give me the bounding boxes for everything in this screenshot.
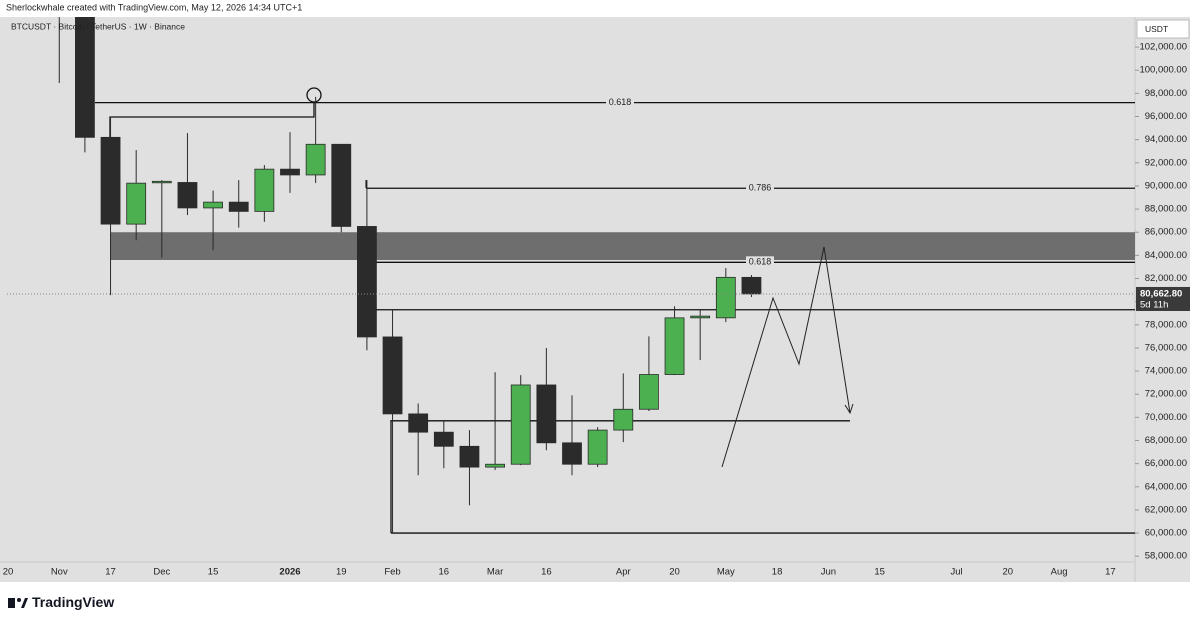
candle-body	[690, 315, 711, 319]
currency-box	[1136, 19, 1190, 39]
x-tick-label: 15	[874, 567, 885, 578]
zone	[110, 232, 1135, 260]
y-tick-label: 84,000.00	[1145, 250, 1187, 261]
y-tick-label: 72,000.00	[1145, 389, 1187, 400]
y-tick-label: 88,000.00	[1145, 204, 1187, 215]
candle-body	[562, 442, 582, 465]
y-tick-label: 74,000.00	[1145, 366, 1187, 377]
y-tick-label: 102,000.00	[1139, 42, 1187, 53]
x-tick-label: 20	[1003, 567, 1014, 578]
fib-label-bg	[606, 96, 634, 109]
y-tick-label: 98,000.00	[1145, 88, 1187, 99]
logo-mark	[21, 598, 28, 608]
x-tick-label: 17	[1105, 567, 1116, 578]
candle-body	[382, 336, 403, 415]
x-tick-label: Nov	[51, 567, 68, 578]
marker-circle	[306, 87, 322, 103]
candle-body	[587, 429, 608, 465]
y-tick-label: 58,000.00	[1145, 551, 1187, 562]
candle-body	[151, 180, 172, 184]
x-tick-label: Apr	[616, 567, 631, 578]
candle-body	[203, 201, 223, 209]
x-tick-label: 19	[336, 567, 347, 578]
candle-body	[177, 182, 198, 209]
x-tick-label: 16	[439, 567, 450, 578]
countdown: 5d 11h	[1140, 299, 1168, 310]
candle-body	[510, 384, 531, 465]
x-tick-label: May	[717, 567, 735, 578]
candle-body	[639, 374, 659, 410]
candle-body	[715, 276, 736, 319]
x-tick-label: 20	[3, 567, 14, 578]
candle-body	[126, 182, 147, 225]
x-tick-label: Aug	[1051, 567, 1068, 578]
x-tick-label: 17	[105, 567, 116, 578]
y-tick-label: 100,000.00	[1139, 65, 1187, 76]
price-tag-label: 80,662.80	[1140, 288, 1182, 299]
x-tick-label: 15	[208, 567, 219, 578]
fib-label-bg	[746, 182, 774, 195]
brand: TradingView	[32, 594, 114, 610]
symbol: BTCUSDT · Bitcoin / TetherUS · 1W · Bina…	[11, 21, 185, 31]
x-tick-label: Feb	[384, 567, 400, 578]
y-tick-label: 82,000.00	[1145, 273, 1187, 284]
header: Sherlockwhale created with TradingView.c…	[6, 2, 302, 12]
y-tick-label: 86,000.00	[1145, 227, 1187, 238]
x-tick-label: Jun	[821, 567, 836, 578]
candle-body	[741, 276, 762, 295]
fib-label-bg	[746, 256, 774, 269]
axes: 58,000.00 60,000.00 62,000.00 64,000.00 66,0…	[3, 42, 1190, 578]
forecast-path	[721, 246, 851, 468]
logo-mark	[8, 598, 15, 608]
price-tag	[1136, 286, 1190, 311]
x-tick-label: Dec	[153, 567, 170, 578]
logo-mark	[17, 598, 21, 602]
chart-background	[0, 17, 1190, 582]
forecast-arrow	[844, 403, 854, 415]
logo: TradingView	[8, 594, 114, 610]
candle-body	[408, 413, 429, 433]
currency: USDT	[1145, 24, 1168, 34]
y-tick-label: 62,000.00	[1145, 504, 1187, 515]
y-tick-label: 70,000.00	[1145, 412, 1187, 423]
bracket	[109, 103, 315, 137]
x-tick-label: 16	[541, 567, 552, 578]
y-tick-label: 78,000.00	[1145, 319, 1187, 330]
y-tick-label: 60,000.00	[1145, 528, 1187, 539]
candle-body	[613, 408, 634, 431]
x-tick-label: 18	[772, 567, 783, 578]
candle-body	[228, 201, 249, 212]
y-tick-label: 76,000.00	[1145, 342, 1187, 353]
x-tick-label: 2026	[279, 567, 300, 578]
candle-body	[357, 226, 377, 338]
candle-body	[459, 445, 480, 468]
x-tick-label: Jul	[950, 567, 962, 578]
candle-body	[280, 168, 300, 176]
candle-body	[485, 463, 505, 468]
plot-area: 0.618 0.786 0.618	[7, 17, 1135, 534]
fib-label: 0.618	[609, 97, 632, 107]
candle-body	[75, 17, 95, 138]
candle-body	[536, 384, 557, 444]
candle-body	[433, 431, 454, 447]
fib-label: 0.618	[749, 257, 772, 267]
y-tick-label: 68,000.00	[1145, 435, 1187, 446]
y-tick-label: 64,000.00	[1145, 481, 1187, 492]
fib-label: 0.786	[749, 183, 772, 193]
y-tick-label: 96,000.00	[1145, 111, 1187, 122]
candle-body	[100, 136, 121, 225]
y-tick-label: 94,000.00	[1145, 134, 1187, 145]
candle-body	[305, 143, 326, 176]
candle-body	[331, 143, 352, 227]
y-tick-label: 90,000.00	[1145, 180, 1187, 191]
x-tick-label: 20	[669, 567, 680, 578]
candle-body	[664, 317, 685, 375]
candle-body	[254, 168, 275, 212]
x-tick-label: Mar	[487, 567, 503, 578]
y-tick-label: 66,000.00	[1145, 458, 1187, 469]
y-tick-label: 92,000.00	[1145, 157, 1187, 168]
